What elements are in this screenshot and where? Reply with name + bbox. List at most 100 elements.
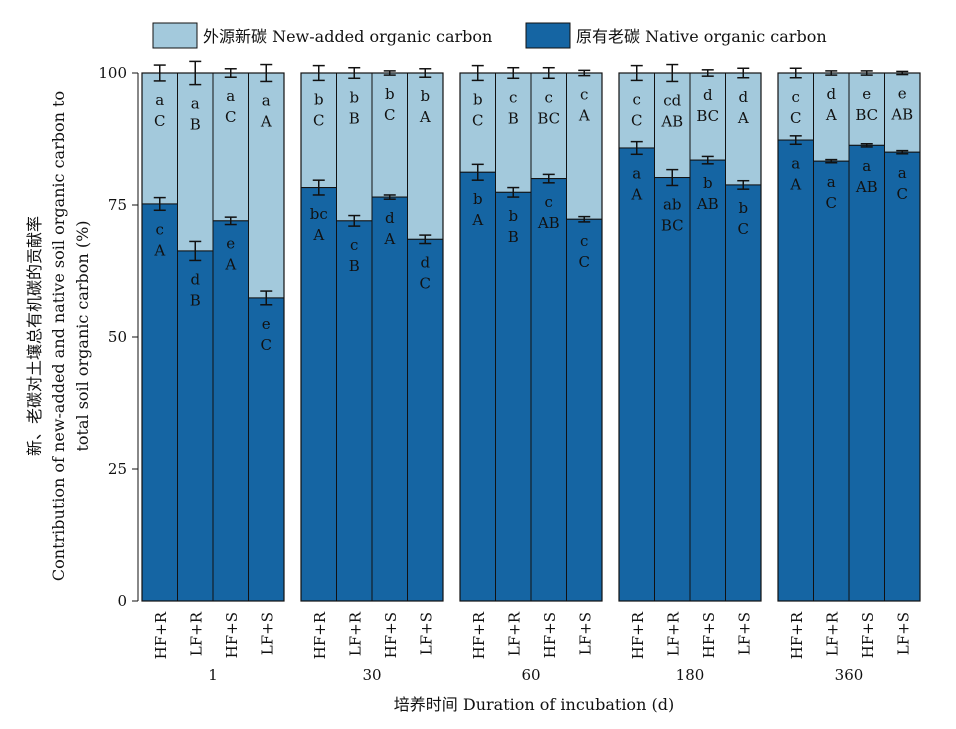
bar-native-carbon	[725, 184, 762, 602]
bar-native-carbon	[618, 147, 655, 602]
letter-new-lowercase: c	[509, 88, 517, 106]
bar-native-carbon	[407, 238, 444, 602]
letter-new-lowercase: b	[349, 88, 359, 106]
letter-native-uppercase: AB	[855, 178, 878, 196]
bar-native-carbon	[654, 177, 691, 602]
x-group-label-day: 30	[362, 666, 381, 684]
letter-native-lowercase: b	[703, 174, 713, 192]
letter-native-lowercase: c	[350, 236, 358, 254]
x-group-label-day: 360	[835, 666, 864, 684]
bar-new-carbon	[566, 72, 603, 220]
letter-native-uppercase: C	[738, 220, 749, 238]
x-tick-category-label: LF+S	[417, 612, 435, 655]
bar-native-carbon	[777, 139, 814, 602]
x-tick-category-label: HF+S	[859, 612, 877, 658]
legend-swatch-new-carbon	[152, 22, 198, 49]
letter-new-uppercase: C	[313, 111, 324, 129]
bar-native-carbon	[248, 297, 285, 602]
letter-new-lowercase: e	[862, 85, 871, 103]
letter-new-lowercase: d	[826, 85, 836, 103]
bar-panels: aCcAHF+RaBdBLF+RaCeAHF+SaAeCLF+S1bCbcAHF…	[141, 60, 921, 684]
letter-new-lowercase: b	[473, 90, 483, 108]
x-tick-category-label: HF+R	[788, 611, 806, 659]
x-tick-category-label: HF+R	[470, 611, 488, 659]
letter-new-uppercase: A	[260, 112, 272, 130]
x-tick-category-label: LF+R	[505, 611, 523, 656]
bar-native-carbon	[371, 196, 408, 602]
panel-frame	[459, 72, 603, 602]
x-axis-label: 培养时间 Duration of incubation (d)	[394, 695, 674, 714]
x-group-label-day: 180	[676, 666, 705, 684]
letter-new-lowercase: c	[545, 88, 553, 106]
letter-new-lowercase: b	[385, 85, 395, 103]
letter-native-lowercase: b	[508, 207, 518, 225]
letter-native-lowercase: a	[862, 157, 871, 175]
letter-native-uppercase: AB	[537, 214, 560, 232]
panel-frame	[300, 72, 444, 602]
letter-native-uppercase: A	[153, 241, 165, 259]
legend: 外源新碳 New-added organic carbon 原有老碳 Nativ…	[152, 22, 827, 49]
legend-label-native-carbon: 原有老碳 Native organic carbon	[576, 27, 827, 46]
x-tick-category-label: LF+S	[258, 612, 276, 655]
letter-native-lowercase: b	[738, 199, 748, 217]
panel-day-180: cCaAHF+RcdABabBCLF+RdBCbABHF+SdAbCLF+S18…	[618, 63, 762, 684]
bar-new-carbon	[336, 72, 373, 222]
x-tick-category-label: LF+S	[894, 612, 912, 655]
bar-native-carbon	[530, 178, 567, 602]
letter-new-lowercase: cd	[663, 91, 681, 109]
bar-native-carbon	[566, 218, 603, 602]
letter-native-uppercase: C	[826, 194, 837, 212]
letter-new-uppercase: C	[154, 112, 165, 130]
y-tick-label: 50	[108, 328, 127, 346]
letter-native-uppercase: B	[349, 257, 360, 275]
letter-native-lowercase: d	[420, 254, 430, 272]
letter-new-lowercase: e	[898, 85, 907, 103]
letter-new-lowercase: b	[314, 90, 324, 108]
letter-native-lowercase: c	[545, 193, 553, 211]
letter-new-lowercase: c	[792, 88, 800, 106]
letter-native-lowercase: bc	[310, 205, 328, 223]
letter-native-lowercase: ab	[663, 195, 682, 213]
x-tick-category-label: HF+S	[541, 612, 559, 658]
letter-native-lowercase: a	[827, 173, 836, 191]
letter-new-lowercase: b	[420, 87, 430, 105]
bar-new-carbon	[212, 72, 249, 222]
x-tick-category-label: LF+R	[187, 611, 205, 656]
y-axis: 0 25 50 75 100	[98, 64, 139, 610]
letter-native-uppercase: A	[383, 230, 395, 248]
letter-new-uppercase: AB	[890, 106, 913, 124]
bar-new-carbon	[777, 72, 814, 141]
letter-native-lowercase: d	[385, 209, 395, 227]
bar-new-carbon	[495, 72, 532, 193]
letter-native-lowercase: c	[156, 220, 164, 238]
y-tick-label: 75	[108, 196, 127, 214]
letter-new-uppercase: C	[384, 106, 395, 124]
y-axis-label-line-1: 新、老碳对土壤总有机碳的贡献率	[25, 216, 44, 456]
x-tick-category-label: LF+R	[823, 611, 841, 656]
letter-new-uppercase: A	[419, 108, 431, 126]
y-axis-label: 新、老碳对土壤总有机碳的贡献率 Contribution of new-adde…	[25, 91, 92, 581]
letter-native-uppercase: C	[420, 275, 431, 293]
bar-new-carbon	[530, 72, 567, 180]
letter-native-lowercase: a	[791, 154, 800, 172]
letter-native-uppercase: A	[630, 185, 642, 203]
letter-new-uppercase: C	[631, 111, 642, 129]
letter-new-lowercase: d	[738, 88, 748, 106]
letter-new-lowercase: a	[155, 91, 164, 109]
letter-native-uppercase: B	[190, 291, 201, 309]
x-tick-category-label: HF+S	[700, 612, 718, 658]
letter-native-uppercase: A	[471, 211, 483, 229]
letter-new-uppercase: B	[190, 116, 201, 134]
letter-native-lowercase: a	[632, 164, 641, 182]
letter-native-lowercase: a	[898, 164, 907, 182]
letter-new-uppercase: B	[349, 109, 360, 127]
legend-label-new-carbon: 外源新碳 New-added organic carbon	[203, 27, 492, 46]
bar-native-carbon	[212, 220, 249, 602]
bar-native-carbon	[459, 171, 496, 602]
letter-native-uppercase: BC	[661, 216, 684, 234]
bar-native-carbon	[848, 144, 885, 602]
letter-native-uppercase: C	[897, 185, 908, 203]
